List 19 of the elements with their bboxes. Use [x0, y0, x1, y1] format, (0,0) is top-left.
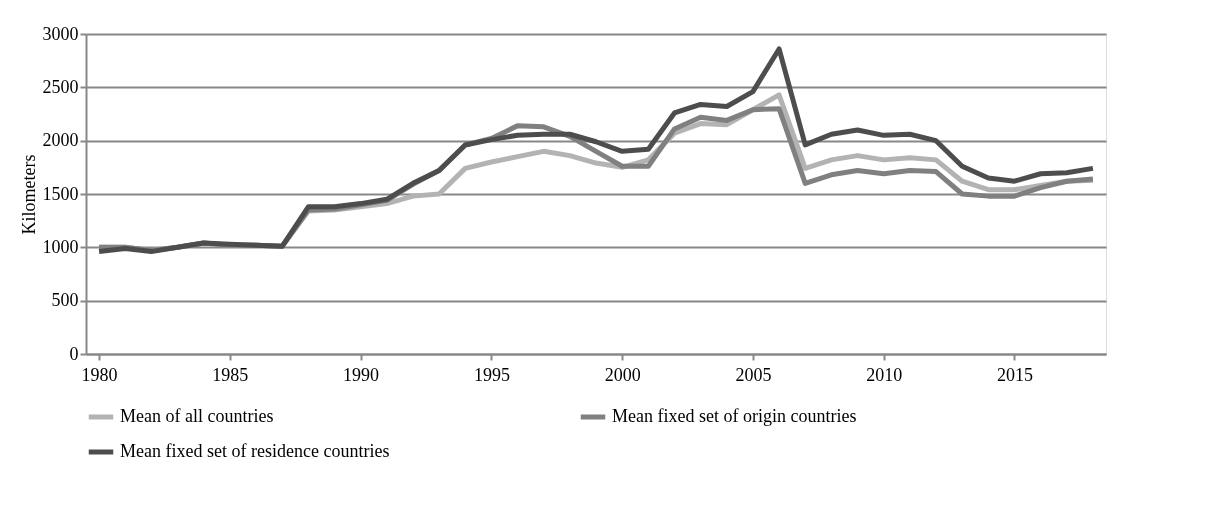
x-tick-label: 1980	[81, 364, 118, 385]
y-tick-label: 3000	[42, 23, 79, 44]
y-tick-label: 2500	[42, 76, 79, 97]
x-tick-label: 1995	[473, 364, 510, 385]
y-tick-label: 2000	[42, 130, 79, 151]
x-tick-label: 2000	[604, 364, 641, 385]
x-tick-label: 2010	[866, 364, 903, 385]
x-tick-label: 2015	[996, 364, 1033, 385]
y-tick-label: 1500	[42, 183, 79, 204]
y-tick-label: 1000	[42, 236, 79, 257]
legend-label: Mean fixed set of residence countries	[120, 441, 390, 461]
legend-label: Mean of all countries	[120, 406, 274, 426]
x-tick-label: 2005	[735, 364, 772, 385]
legend-label: Mean fixed set of origin countries	[612, 406, 857, 426]
x-tick-label: 1990	[343, 364, 380, 385]
x-tick-label: 1985	[212, 364, 249, 385]
y-axis-title: Kilometers	[18, 154, 39, 235]
y-tick-label: 0	[69, 343, 79, 364]
y-tick-label: 500	[51, 290, 79, 311]
